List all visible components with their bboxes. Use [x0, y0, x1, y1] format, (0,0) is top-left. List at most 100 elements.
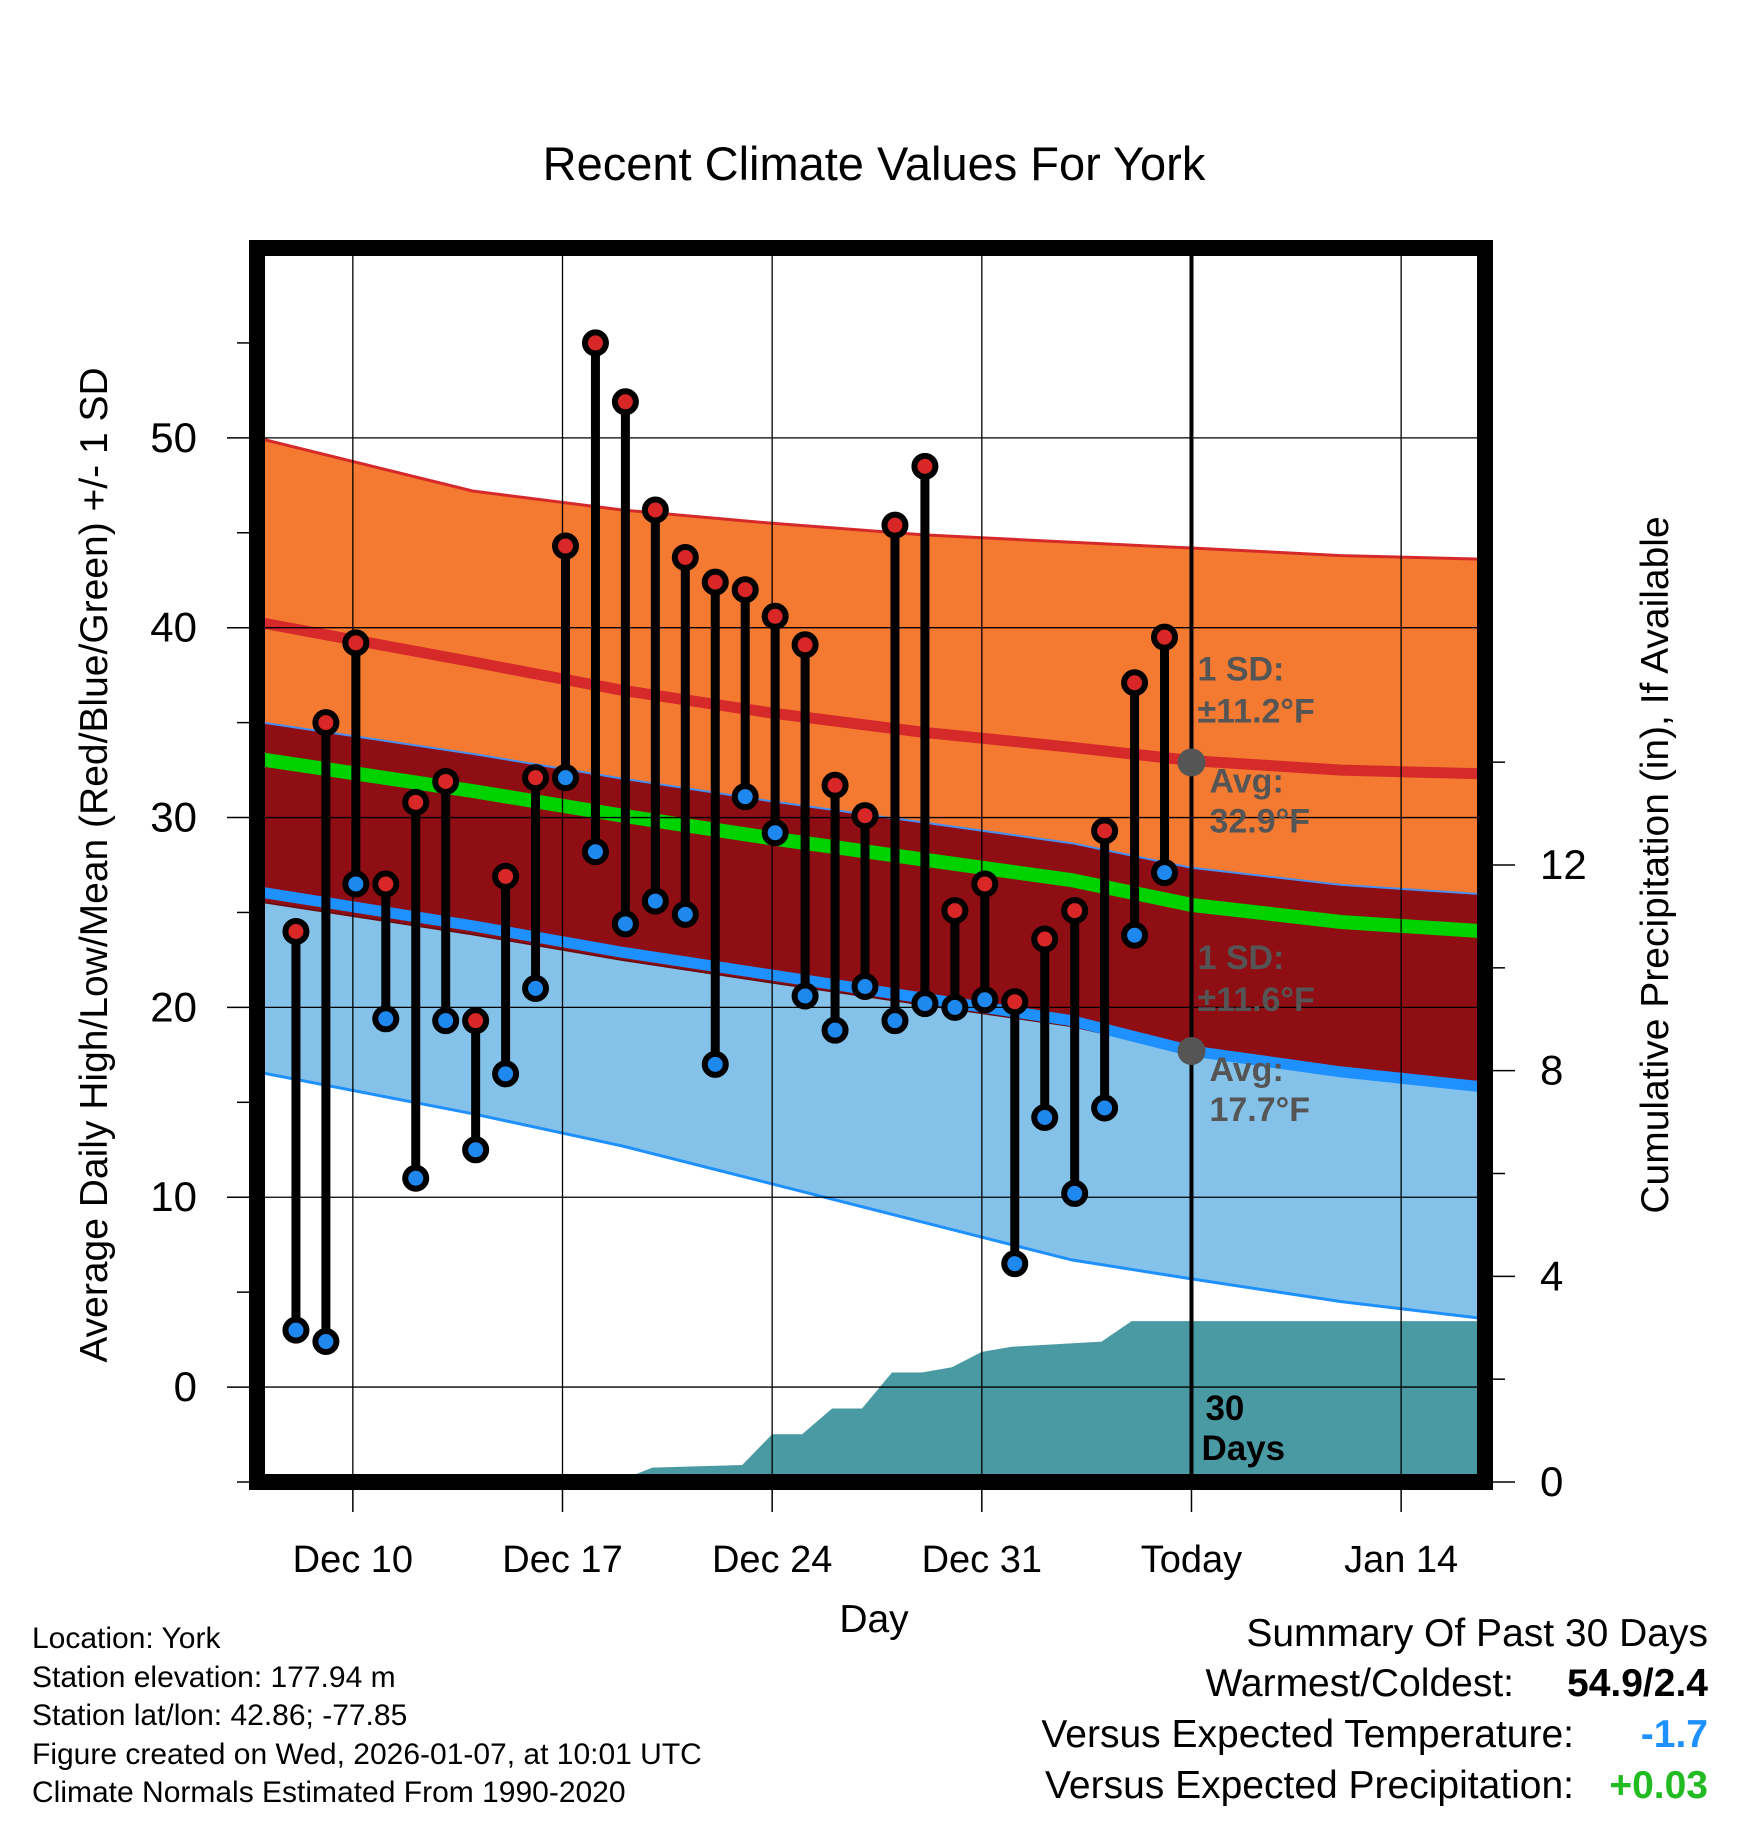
- daily-low-point: [671, 900, 699, 928]
- y-tick-label: 50: [150, 414, 197, 461]
- daily-high-point: [432, 767, 460, 795]
- daily-high-point: [551, 532, 579, 560]
- precip-label: Versus Expected Precipitation:: [1045, 1764, 1574, 1807]
- daily-high-point: [1061, 897, 1089, 925]
- daily-high-point: [821, 771, 849, 799]
- high-sd-value: ±11.2°F: [1197, 692, 1314, 730]
- daily-high-point: [1091, 817, 1119, 845]
- summary-row-precip: Versus Expected Precipitation: +0.03: [808, 1760, 1708, 1811]
- daily-high-point: [701, 568, 729, 596]
- daily-high-point: [851, 802, 879, 830]
- daily-low-point: [761, 819, 789, 847]
- daily-low-point: [551, 764, 579, 792]
- low-avg-label: Avg:: [1209, 1051, 1283, 1089]
- daily-low-point: [821, 1016, 849, 1044]
- daily-high-point: [342, 629, 370, 657]
- y2-tick-label: 0: [1540, 1458, 1563, 1505]
- daily-high-point: [911, 452, 939, 480]
- daily-low-point: [1061, 1179, 1089, 1207]
- y-tick-label: 30: [150, 794, 197, 841]
- temp-label: Versus Expected Temperature:: [1041, 1713, 1574, 1756]
- normals-text: Climate Normals Estimated From 1990-2020: [32, 1776, 626, 1809]
- y-axis-title: Average Daily High/Low/Mean (Red/Blue/Gr…: [73, 367, 116, 1362]
- daily-high-point: [1001, 988, 1029, 1016]
- y-tick-label: 0: [174, 1363, 197, 1410]
- x-tick-label: Dec 31: [922, 1539, 1042, 1581]
- daily-low-point: [1151, 859, 1179, 887]
- low-minus-sd-line: [257, 1070, 1485, 1321]
- daily-high-point: [462, 1007, 490, 1035]
- x-tick-label: Dec 10: [293, 1539, 413, 1581]
- daily-high-point: [791, 631, 819, 659]
- x-tick-label: Dec 17: [502, 1539, 622, 1581]
- high-avg-value: 32.9°F: [1209, 802, 1310, 840]
- daily-high-point: [641, 496, 669, 524]
- temp-value: -1.7: [1640, 1713, 1708, 1756]
- summary-heading: Summary Of Past 30 Days: [1246, 1612, 1708, 1655]
- x-axis-title: Day: [839, 1598, 909, 1641]
- daily-low-point: [522, 974, 550, 1002]
- daily-low-point: [641, 887, 669, 915]
- daily-high-point: [971, 870, 999, 898]
- daily-low-point: [282, 1316, 310, 1344]
- created-text: Figure created on Wed, 2026-01-07, at 10…: [32, 1737, 702, 1771]
- daily-high-point: [1121, 669, 1149, 697]
- precip-value: +0.03: [1609, 1764, 1708, 1807]
- summary-row-warmest: Warmest/Coldest: 54.9/2.4: [808, 1658, 1708, 1709]
- x-tick-label: Jan 14: [1344, 1539, 1458, 1581]
- latlon-text: Station lat/lon: 42.86; -77.85: [32, 1699, 408, 1732]
- y-tick-label: 10: [150, 1173, 197, 1220]
- daily-high-point: [671, 543, 699, 571]
- daily-low-point: [492, 1060, 520, 1088]
- daily-high-point: [282, 917, 310, 945]
- daily-low-point: [881, 1007, 909, 1035]
- low-avg-value: 17.7°F: [1209, 1091, 1310, 1129]
- y2-tick-label: 8: [1540, 1047, 1563, 1094]
- daily-low-point: [731, 783, 759, 811]
- daily-low-point: [1091, 1094, 1119, 1122]
- daily-high-point: [581, 329, 609, 357]
- y-tick-label: 40: [150, 604, 197, 651]
- y2-tick-label: 12: [1540, 841, 1587, 888]
- low-sd-label: 1 SD:: [1197, 939, 1284, 977]
- days-label-text: Days: [1201, 1429, 1285, 1468]
- daily-low-point: [581, 838, 609, 866]
- daily-low-point: [701, 1050, 729, 1078]
- daily-high-point: [1151, 623, 1179, 651]
- daily-high-point: [731, 576, 759, 604]
- plot-frame: [249, 240, 1493, 1490]
- daily-high-point: [881, 511, 909, 539]
- low-sd-value: ±11.6°F: [1197, 981, 1314, 1019]
- summary-row-temp: Versus Expected Temperature: -1.7: [808, 1709, 1708, 1760]
- y-tick-label: 20: [150, 983, 197, 1030]
- daily-low-point: [372, 1005, 400, 1033]
- daily-high-point: [611, 388, 639, 416]
- summary-panel: Summary Of Past 30 Days Warmest/Coldest:…: [808, 1610, 1708, 1811]
- daily-low-point: [432, 1007, 460, 1035]
- daily-low-point: [1121, 921, 1149, 949]
- daily-high-point: [522, 764, 550, 792]
- daily-low-point: [1031, 1103, 1059, 1131]
- daily-low-point: [791, 982, 819, 1010]
- elevation-text: Station elevation: 177.94 m: [32, 1660, 396, 1694]
- warmest-label: Warmest/Coldest:: [1205, 1662, 1514, 1705]
- low-avg-marker: [1177, 1037, 1206, 1066]
- x-tick-label: Dec 24: [712, 1539, 832, 1581]
- daily-high-point: [761, 602, 789, 630]
- x-tick-label: Today: [1141, 1539, 1242, 1581]
- high-avg-marker: [1177, 748, 1206, 777]
- daily-low-point: [462, 1136, 490, 1164]
- y2-axis-title: Cumulative Precipitation (in), If Availa…: [1634, 516, 1677, 1213]
- daily-high-point: [312, 709, 340, 737]
- daily-high-point: [402, 788, 430, 816]
- daily-low-point: [911, 990, 939, 1018]
- y2-tick-label: 4: [1540, 1252, 1563, 1299]
- daily-low-point: [971, 986, 999, 1014]
- daily-high-point: [1031, 925, 1059, 953]
- precip-area: [257, 1321, 1485, 1482]
- daily-high-point: [372, 870, 400, 898]
- daily-low-point: [941, 993, 969, 1021]
- high-sd-label: 1 SD:: [1197, 650, 1284, 688]
